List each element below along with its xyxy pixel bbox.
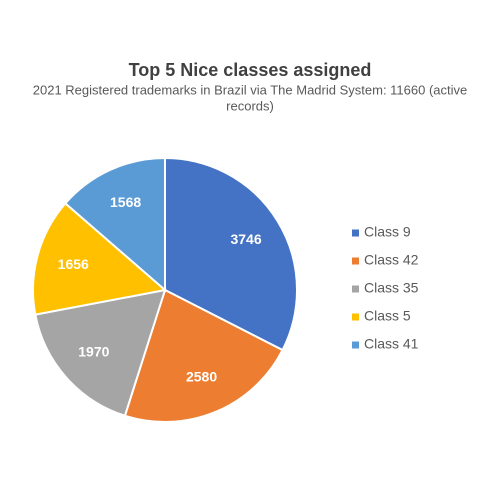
pie-slice	[32, 201, 168, 316]
pie-slice	[63, 156, 166, 293]
data-label: 3746	[230, 231, 261, 247]
legend-label: Class 5	[364, 308, 411, 324]
legend-marker	[352, 285, 359, 293]
pie-slice	[34, 288, 167, 418]
chart-subtitle: records)	[226, 98, 274, 113]
legend-marker	[352, 229, 359, 237]
legend-label: Class 41	[364, 336, 419, 352]
legend-marker	[352, 313, 359, 321]
legend-marker	[352, 341, 359, 349]
data-label: 2580	[186, 368, 217, 384]
legend-label: Class 42	[364, 252, 419, 268]
legend-label: Class 9	[364, 224, 411, 240]
legend-label: Class 35	[364, 280, 419, 296]
pie-slice	[164, 156, 298, 352]
data-label: 1568	[110, 194, 141, 210]
pie-slice	[123, 288, 284, 423]
data-label: 1970	[78, 344, 109, 360]
chart-title: Top 5 Nice classes assigned	[129, 60, 372, 80]
chart-subtitle: 2021 Registered trademarks in Brazil via…	[33, 82, 468, 97]
data-label: 1656	[58, 256, 89, 272]
legend-marker	[352, 257, 359, 265]
